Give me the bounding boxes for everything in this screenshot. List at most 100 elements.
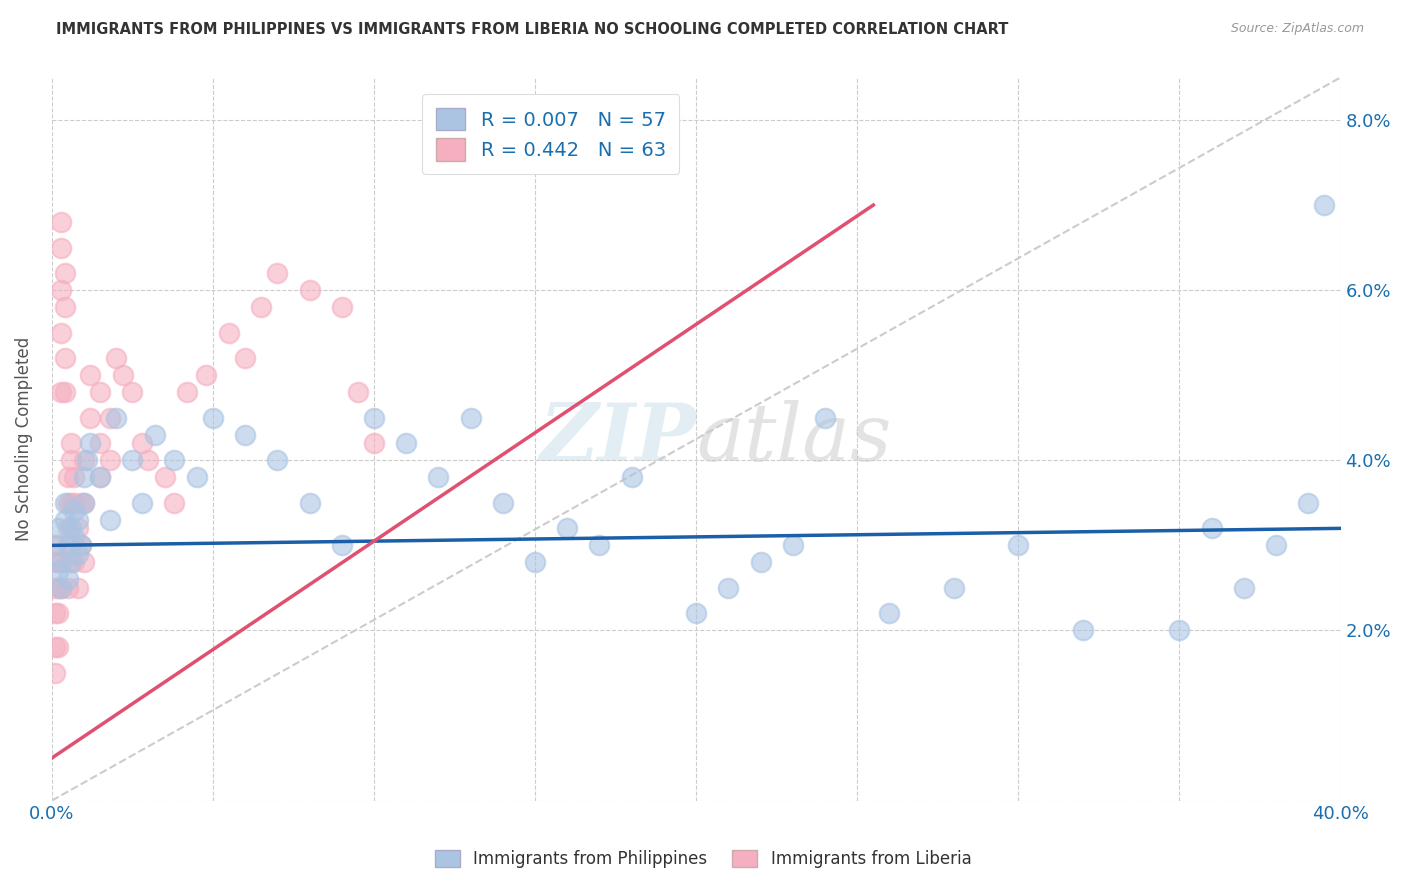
Point: [620, 470, 643, 484]
Point: [66, 521, 89, 535]
Point: [60, 555, 83, 569]
Point: [89, 436, 111, 450]
Point: [1071, 624, 1094, 638]
Point: [46, 564, 69, 578]
Point: [44, 555, 66, 569]
Point: [53, 266, 76, 280]
Point: [66, 513, 89, 527]
Point: [53, 351, 76, 366]
Point: [56, 496, 79, 510]
Point: [53, 496, 76, 510]
Point: [363, 436, 385, 450]
Point: [588, 538, 610, 552]
Point: [395, 436, 418, 450]
Point: [330, 538, 353, 552]
Point: [69, 496, 91, 510]
Point: [60, 538, 83, 552]
Point: [56, 538, 79, 552]
Text: Source: ZipAtlas.com: Source: ZipAtlas.com: [1230, 22, 1364, 36]
Point: [460, 410, 482, 425]
Point: [89, 385, 111, 400]
Point: [73, 496, 96, 510]
Point: [218, 326, 240, 340]
Point: [46, 581, 69, 595]
Point: [89, 470, 111, 484]
Text: IMMIGRANTS FROM PHILIPPINES VS IMMIGRANTS FROM LIBERIA NO SCHOOLING COMPLETED CO: IMMIGRANTS FROM PHILIPPINES VS IMMIGRANT…: [56, 22, 1008, 37]
Point: [69, 538, 91, 552]
Point: [46, 555, 69, 569]
Point: [63, 555, 86, 569]
Point: [44, 538, 66, 552]
Point: [98, 410, 121, 425]
Point: [685, 607, 707, 621]
Point: [105, 351, 128, 366]
Point: [44, 607, 66, 621]
Point: [814, 410, 837, 425]
Point: [186, 470, 208, 484]
Point: [69, 538, 91, 552]
Legend: Immigrants from Philippines, Immigrants from Liberia: Immigrants from Philippines, Immigrants …: [427, 843, 979, 875]
Point: [66, 547, 89, 561]
Point: [176, 385, 198, 400]
Point: [363, 410, 385, 425]
Point: [63, 496, 86, 510]
Point: [1201, 521, 1223, 535]
Point: [143, 427, 166, 442]
Point: [79, 436, 101, 450]
Point: [782, 538, 804, 552]
Point: [73, 555, 96, 569]
Point: [60, 436, 83, 450]
Point: [1265, 538, 1288, 552]
Point: [51, 581, 73, 595]
Point: [879, 607, 901, 621]
Point: [233, 427, 256, 442]
Point: [250, 300, 273, 314]
Point: [56, 581, 79, 595]
Point: [51, 326, 73, 340]
Point: [44, 640, 66, 655]
Point: [121, 385, 143, 400]
Point: [138, 453, 160, 467]
Text: atlas: atlas: [696, 401, 891, 478]
Point: [233, 351, 256, 366]
Point: [63, 530, 86, 544]
Legend: R = 0.007   N = 57, R = 0.442   N = 63: R = 0.007 N = 57, R = 0.442 N = 63: [422, 95, 679, 174]
Point: [266, 453, 288, 467]
Point: [153, 470, 176, 484]
Point: [163, 496, 186, 510]
Point: [53, 513, 76, 527]
Point: [56, 521, 79, 535]
Point: [1007, 538, 1029, 552]
Point: [63, 504, 86, 518]
Point: [46, 607, 69, 621]
Point: [105, 410, 128, 425]
Point: [524, 555, 547, 569]
Point: [201, 410, 224, 425]
Point: [121, 453, 143, 467]
Point: [51, 241, 73, 255]
Y-axis label: No Schooling Completed: No Schooling Completed: [15, 337, 32, 541]
Point: [298, 496, 321, 510]
Point: [63, 470, 86, 484]
Point: [51, 385, 73, 400]
Point: [53, 385, 76, 400]
Point: [1168, 624, 1191, 638]
Point: [44, 665, 66, 680]
Point: [131, 496, 153, 510]
Point: [330, 300, 353, 314]
Point: [44, 581, 66, 595]
Point: [73, 496, 96, 510]
Point: [1313, 198, 1336, 212]
Point: [51, 581, 73, 595]
Point: [46, 521, 69, 535]
Point: [98, 513, 121, 527]
Point: [347, 385, 370, 400]
Point: [53, 300, 76, 314]
Point: [555, 521, 578, 535]
Point: [76, 453, 98, 467]
Point: [73, 453, 96, 467]
Point: [298, 283, 321, 297]
Text: ZIP: ZIP: [540, 401, 696, 478]
Point: [195, 368, 218, 383]
Point: [942, 581, 965, 595]
